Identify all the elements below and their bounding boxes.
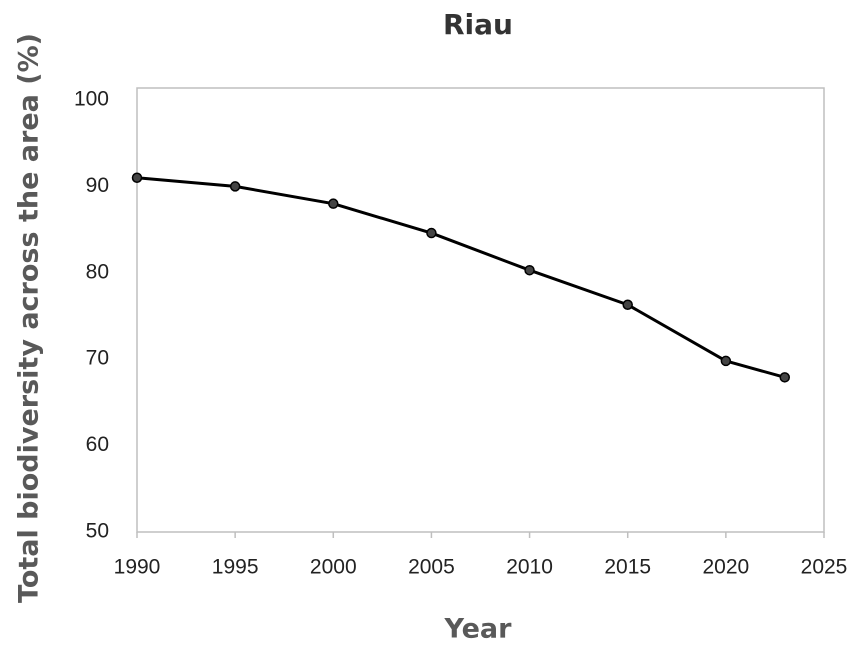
y-tick-label: 70 bbox=[86, 347, 109, 370]
y-tick-label: 80 bbox=[86, 260, 109, 283]
y-axis-title: Total biodiversity across the area (%) bbox=[14, 33, 45, 603]
x-tick-label: 2000 bbox=[310, 556, 357, 579]
x-tick-label: 1995 bbox=[212, 556, 259, 579]
x-tick-label: 2025 bbox=[801, 556, 848, 579]
line bbox=[136, 176, 786, 379]
x-tick-label: 2015 bbox=[604, 556, 651, 579]
chart-title: Riau bbox=[443, 8, 513, 41]
x-tick-label: 1990 bbox=[114, 556, 161, 579]
y-tick-label: 100 bbox=[74, 88, 109, 111]
marker bbox=[779, 372, 790, 383]
marker bbox=[131, 172, 143, 184]
y-tick-label: 60 bbox=[86, 433, 109, 456]
x-axis-title: Year bbox=[444, 614, 513, 645]
marker bbox=[720, 355, 732, 367]
plot-frame bbox=[136, 87, 825, 533]
y-tick-label: 90 bbox=[86, 174, 109, 197]
marker bbox=[524, 264, 535, 276]
y-tick-label: 50 bbox=[86, 520, 109, 543]
marker bbox=[229, 181, 241, 192]
x-tick-label: 2020 bbox=[702, 556, 749, 579]
marker bbox=[426, 227, 437, 239]
marker bbox=[328, 198, 339, 209]
x-tick-label: 2005 bbox=[408, 556, 455, 579]
marker bbox=[622, 299, 633, 311]
x-tick-label: 2010 bbox=[506, 556, 553, 579]
